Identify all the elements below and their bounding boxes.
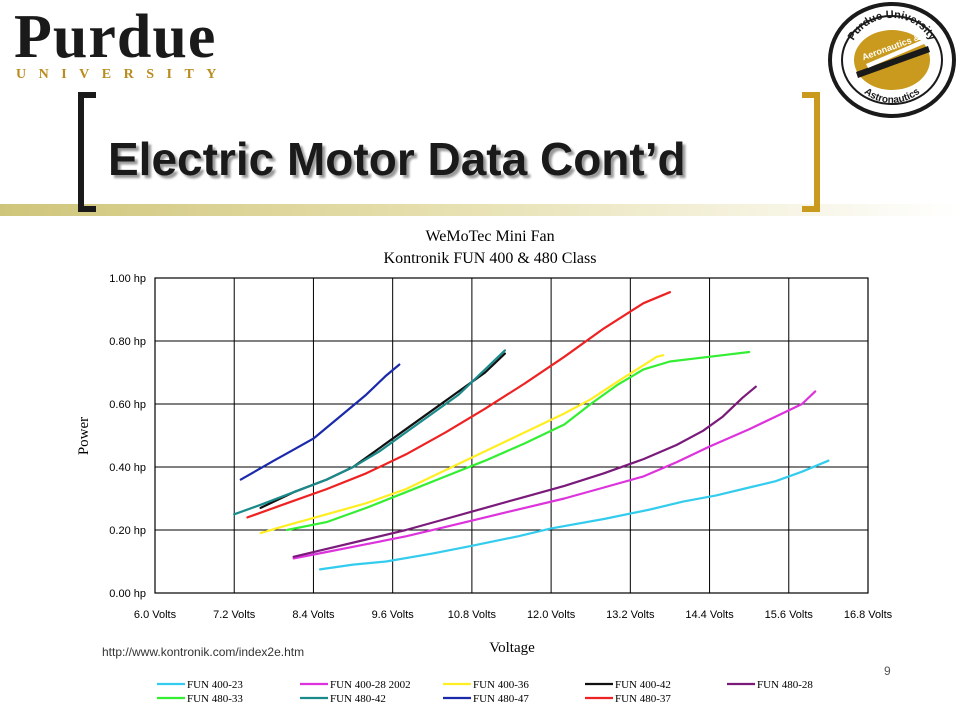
legend-label: FUN 480-42: [330, 693, 386, 705]
series-line: [239, 363, 401, 481]
x-axis-label: Voltage: [489, 640, 535, 656]
y-axis-label: Power: [76, 417, 92, 455]
y-tick-label: 0.20 hp: [109, 525, 146, 537]
x-tick-label: 13.2 Volts: [606, 609, 655, 621]
series-line: [259, 354, 665, 535]
title-underline-bar: [0, 204, 960, 216]
legend-label: FUN 480-33: [187, 693, 243, 705]
series-line: [292, 385, 757, 558]
chart-legend: FUN 400-23 FUN 400-28 2002 FUN 400-36 FUN 4…: [157, 679, 813, 705]
x-tick-label: 10.8 Volts: [448, 609, 497, 621]
series-line: [318, 459, 830, 571]
source-link[interactable]: http://www.kontronik.com/index2e.htm: [102, 645, 305, 659]
legend-label: FUN 400-42: [615, 679, 671, 691]
plot-area-frame: [154, 277, 869, 594]
chart-grid: [154, 277, 869, 594]
left-bracket-decoration: [78, 92, 96, 212]
series-line: [259, 352, 506, 509]
right-bracket-decoration: [802, 92, 820, 212]
series-line: [246, 291, 671, 519]
y-tick-label: 0.80 hp: [109, 336, 146, 348]
y-axis-ticks: 0.00 hp 0.20 hp 0.40 hp 0.60 hp 0.80 hp 1.00 …: [109, 273, 146, 600]
x-tick-label: 8.4 Volts: [292, 609, 335, 621]
legend-label: FUN 480-37: [615, 693, 671, 705]
chart-title: WeMoTec Mini Fan: [425, 228, 555, 245]
y-tick-label: 1.00 hp: [109, 273, 146, 285]
x-tick-label: 16.8 Volts: [844, 609, 893, 621]
slide-title: Electric Motor Data Cont’d: [108, 133, 686, 185]
legend-label: FUN 480-47: [473, 693, 529, 705]
chart-series-lines: [233, 291, 830, 571]
legend-label: FUN 400-28 2002: [330, 679, 411, 691]
x-tick-label: 15.6 Volts: [765, 609, 814, 621]
series-line: [233, 349, 506, 516]
aeronautics-seal-logo: Purdue University Astronautics Aeronauti…: [828, 2, 956, 118]
legend-label: FUN 480-28: [757, 679, 813, 691]
x-tick-label: 14.4 Volts: [685, 609, 734, 621]
x-tick-label: 6.0 Volts: [134, 609, 177, 621]
y-tick-label: 0.40 hp: [109, 462, 146, 474]
x-tick-label: 12.0 Volts: [527, 609, 576, 621]
x-tick-label: 7.2 Volts: [213, 609, 256, 621]
series-line: [292, 390, 817, 560]
legend-label: FUN 400-36: [473, 679, 529, 691]
chart-subtitle: Kontronik FUN 400 & 480 Class: [383, 250, 597, 267]
x-axis-ticks: 6.0 Volts 7.2 Volts 8.4 Volts 9.6 Volts 10.8…: [134, 609, 893, 621]
x-tick-label: 9.6 Volts: [372, 609, 415, 621]
y-tick-label: 0.00 hp: [109, 588, 146, 600]
purdue-logo-sub: UNIVERSITY: [16, 67, 229, 82]
series-line: [285, 350, 751, 532]
purdue-logo-word: Purdue: [14, 3, 217, 71]
y-tick-label: 0.60 hp: [109, 399, 146, 411]
legend-label: FUN 400-23: [187, 679, 243, 691]
page-number: 9: [884, 664, 891, 678]
purdue-logo: Purdue UNIVERSITY: [14, 6, 254, 86]
